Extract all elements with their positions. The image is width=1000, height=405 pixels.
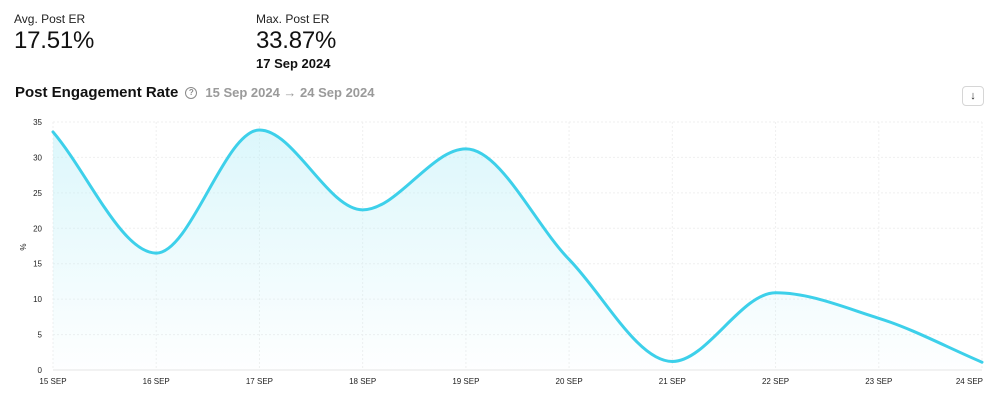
avg-post-er-stat: Avg. Post ER 17.51% [14,12,94,55]
x-tick-label: 24 SEP [956,377,983,386]
arrow-down-icon: ↓ [970,90,976,102]
avg-post-er-label: Avg. Post ER [14,12,86,26]
y-tick-label: 10 [33,295,42,304]
data-point[interactable] [361,208,364,212]
y-tick-label: 15 [33,260,42,269]
x-tick-label: 18 SEP [349,377,376,386]
x-tick-label: 19 SEP [452,377,479,386]
y-tick-label: 0 [38,366,43,375]
chart-header: Post Engagement Rate ? 15 Sep 2024 → 24 … [15,84,375,101]
data-point[interactable] [877,317,880,320]
y-tick-label: 25 [33,189,42,198]
avg-post-er-value: 17.51% [14,27,95,54]
download-button[interactable]: ↓ [962,86,984,106]
x-tick-label: 22 SEP [762,377,789,386]
data-point[interactable] [155,251,158,255]
data-point[interactable] [464,147,468,151]
series-area-fill [53,130,982,370]
series-line [51,128,984,364]
max-post-er-label: Max. Post ER [256,12,330,26]
max-post-er-stat: Max. Post ER 33.87% 17 Sep 2024 [256,12,336,71]
y-tick-label: 20 [33,224,42,233]
y-tick-label: 5 [38,331,43,340]
x-tick-label: 16 SEP [143,377,170,386]
x-tick-label: 17 SEP [246,377,273,386]
y-tick-label: 30 [33,153,42,162]
x-tick-label: 20 SEP [556,377,583,386]
data-point[interactable] [774,291,777,294]
data-point[interactable] [980,361,984,364]
max-post-er-value: 33.87% [256,27,337,54]
x-tick-label: 21 SEP [659,377,686,386]
max-post-er-date: 17 Sep 2024 [256,56,331,71]
data-point[interactable] [671,360,674,363]
y-axis-label: % [19,243,28,250]
date-range: 15 Sep 2024 → 24 Sep 2024 [205,85,375,100]
data-point[interactable] [51,130,55,134]
x-tick-label: 23 SEP [865,377,892,386]
data-point[interactable] [567,258,571,261]
question-circle-icon[interactable]: ? [185,86,198,99]
chart-title: Post Engagement Rate [15,84,179,101]
x-tick-label: 15 SEP [39,377,66,386]
y-tick-label: 35 [33,118,42,127]
data-point[interactable] [258,128,261,132]
